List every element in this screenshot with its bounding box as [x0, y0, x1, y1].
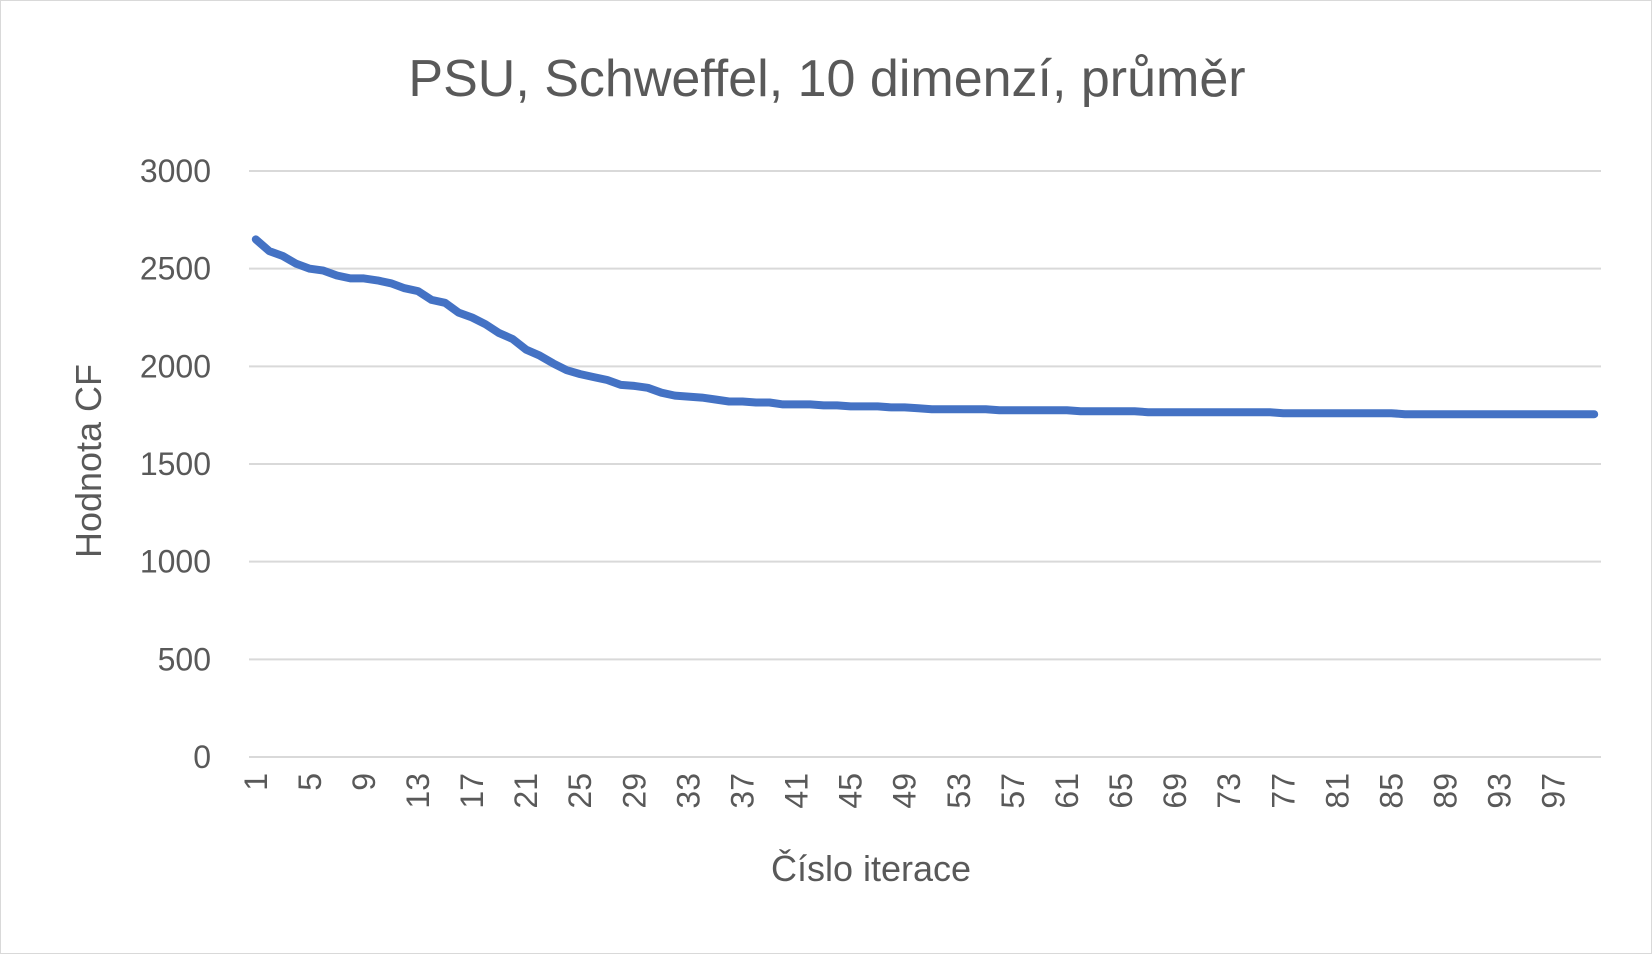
x-axis-title: Číslo iterace	[771, 848, 971, 889]
gridlines	[249, 170, 1601, 758]
series-line-0	[251, 235, 1599, 419]
y-tick-label: 2500	[140, 251, 211, 287]
x-tick-label: 17	[454, 773, 490, 809]
x-axis-ticks: 1 5 9 13 17 21 25 29 33 37 41 45 49 53 57 61 65 69 73 77 81 8…	[238, 773, 1572, 809]
x-tick-label: 25	[562, 773, 598, 809]
y-tick-label: 3000	[140, 153, 211, 189]
x-tick-label: 33	[670, 773, 706, 809]
y-tick-label: 2000	[140, 348, 211, 384]
x-tick-label: 73	[1211, 773, 1247, 809]
y-axis-ticks: 0 500 1000 1500 2000 2500 3000	[140, 153, 211, 775]
x-tick-label: 77	[1265, 773, 1301, 809]
x-tick-label: 41	[779, 773, 815, 809]
x-tick-label: 13	[400, 773, 436, 809]
x-tick-label: 45	[833, 773, 869, 809]
x-tick-label: 49	[887, 773, 923, 809]
x-tick-label: 85	[1373, 773, 1409, 809]
x-tick-label: 93	[1482, 773, 1518, 809]
x-tick-label: 1	[238, 773, 274, 791]
x-tick-label: 5	[292, 773, 328, 791]
x-tick-label: 69	[1157, 773, 1193, 809]
y-tick-label: 1000	[140, 544, 211, 580]
x-tick-label: 89	[1428, 773, 1464, 809]
chart-title: PSU, Schweffel, 10 dimenzí, průměr	[408, 50, 1245, 108]
y-tick-label: 1500	[140, 446, 211, 482]
x-tick-label: 97	[1536, 773, 1572, 809]
y-tick-label: 0	[193, 739, 211, 775]
x-tick-label: 9	[346, 773, 382, 791]
x-tick-label: 57	[995, 773, 1031, 809]
y-axis-title: Hodnota CF	[68, 364, 109, 558]
x-tick-label: 29	[616, 773, 652, 809]
x-tick-label: 65	[1103, 773, 1139, 809]
x-tick-label: 81	[1319, 773, 1355, 809]
y-tick-label: 500	[158, 641, 211, 677]
x-tick-label: 21	[508, 773, 544, 809]
x-tick-label: 37	[724, 773, 760, 809]
series-layer	[251, 235, 1599, 419]
x-tick-label: 53	[941, 773, 977, 809]
x-tick-label: 61	[1049, 773, 1085, 809]
